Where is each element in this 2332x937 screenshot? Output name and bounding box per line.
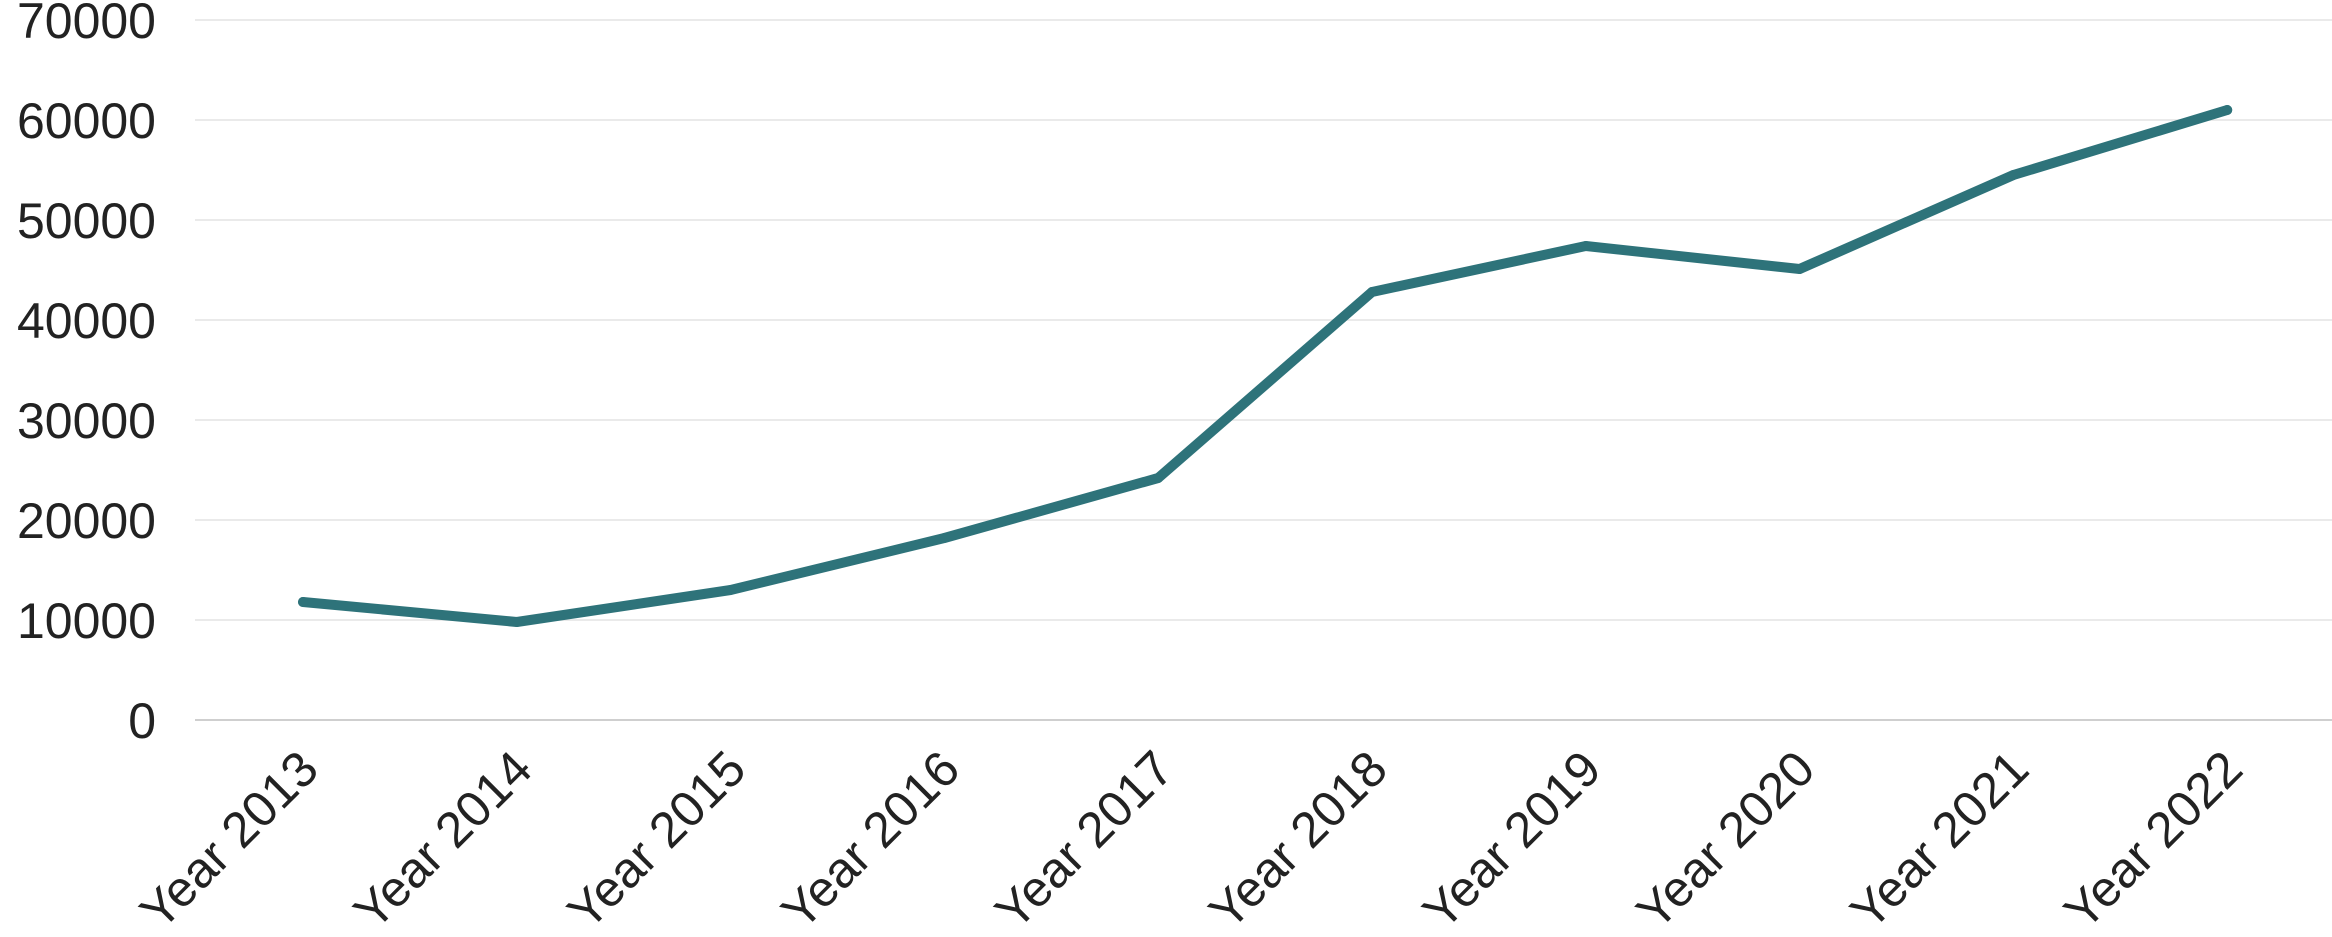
- y-tick-label: 70000: [17, 0, 156, 49]
- data-point: [1580, 241, 1591, 251]
- x-tick-label: Year 2016: [771, 740, 971, 937]
- y-tick-label: 60000: [17, 93, 156, 149]
- x-tick-label: Year 2018: [1198, 740, 1398, 937]
- x-tick-label: Year 2020: [1626, 740, 1826, 937]
- y-tick-label: 0: [128, 693, 156, 749]
- series-line: [298, 105, 2233, 627]
- y-axis-tick-labels: 0 10000 20000 30000 40000 50000 60000 70000: [17, 0, 156, 749]
- data-point: [725, 585, 736, 595]
- data-point: [1367, 287, 1377, 297]
- series-layer: [298, 105, 2233, 627]
- data-point: [1794, 264, 1805, 274]
- y-tick-label: 10000: [17, 593, 156, 649]
- x-tick-label: Year 2019: [1412, 740, 1612, 937]
- x-axis-tick-labels: Year 2013 Year 2014 Year 2015 Year 2016 Year…: [129, 740, 2253, 937]
- data-point: [2008, 170, 2019, 180]
- x-tick-label: Year 2014: [343, 740, 543, 937]
- x-tick-label: Year 2017: [984, 740, 1184, 937]
- x-tick-label: Year 2015: [557, 740, 757, 937]
- y-tick-label: 50000: [17, 193, 156, 249]
- data-point: [511, 617, 522, 627]
- y-tick-label: 20000: [17, 493, 156, 549]
- y-tick-label: 40000: [17, 293, 156, 349]
- x-tick-label: Year 2021: [1840, 740, 2040, 937]
- data-point: [939, 533, 950, 543]
- gridlines: [195, 19, 2332, 721]
- data-point: [2222, 105, 2233, 115]
- y-tick-label: 30000: [17, 393, 156, 449]
- x-tick-label: Year 2013: [129, 740, 329, 937]
- x-tick-label: Year 2022: [2053, 740, 2253, 937]
- data-point: [298, 597, 308, 607]
- data-point: [1153, 473, 1164, 483]
